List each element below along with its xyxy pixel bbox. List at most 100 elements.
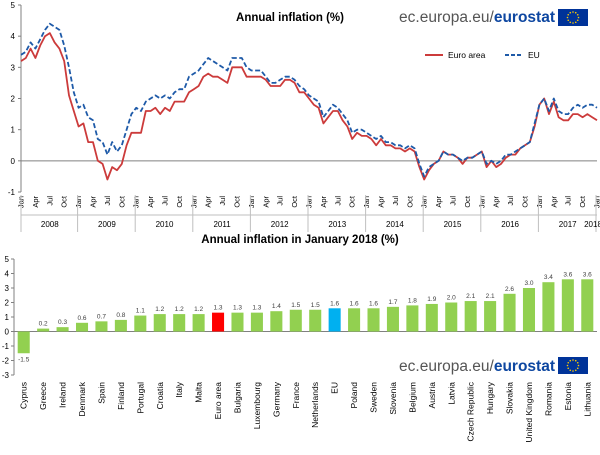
bar-category-label: Romania bbox=[543, 382, 553, 416]
bar-data-label: 3.0 bbox=[524, 280, 533, 287]
flag-star bbox=[575, 21, 577, 23]
bar-category-label: Croatia bbox=[155, 382, 165, 410]
line-chart-x-tick-label: Jan bbox=[74, 196, 83, 208]
bar-data-label: 1.3 bbox=[252, 305, 261, 312]
line-chart-x-tick-label: Apr bbox=[146, 195, 155, 207]
bar-luxembourg bbox=[251, 313, 263, 332]
line-chart-x-tick-label: Oct bbox=[578, 195, 587, 208]
bar-category-label: Germany bbox=[271, 381, 281, 417]
bar-category-label: Greece bbox=[38, 382, 48, 410]
bar-data-label: -1.5 bbox=[18, 356, 30, 363]
line-chart-x-tick-label: Oct bbox=[405, 195, 414, 208]
flag-star bbox=[572, 359, 574, 361]
bar-chart-y-tick-label: -2 bbox=[2, 357, 10, 366]
logo-url-prefix: ec.europa.eu/ bbox=[399, 9, 494, 26]
bar-finland bbox=[115, 320, 127, 332]
bar-germany bbox=[270, 311, 282, 331]
line-chart-title: Annual inflation (%) bbox=[236, 12, 344, 24]
line-chart-legend: Euro area EU bbox=[425, 50, 540, 60]
line-chart: Annual inflation (%) ec.europa.eu/eurost… bbox=[8, 1, 600, 232]
bar-data-label: 3.4 bbox=[544, 274, 553, 281]
bar-category-label: Finland bbox=[116, 382, 126, 410]
bar-data-label: 1.6 bbox=[369, 300, 378, 307]
flag-star bbox=[567, 19, 569, 21]
bar-croatia bbox=[154, 314, 166, 331]
bar-cyprus bbox=[18, 332, 30, 354]
line-chart-year-label: 2009 bbox=[98, 220, 116, 229]
bar-data-label: 1.2 bbox=[175, 306, 184, 313]
flag-star bbox=[567, 17, 569, 19]
line-chart-x-tick-label: Jul bbox=[333, 196, 342, 206]
line-chart-y-tick-label: 3 bbox=[11, 63, 16, 72]
bar-united-kingdom bbox=[523, 288, 535, 332]
line-chart-x-tick-label: Jan bbox=[305, 196, 314, 208]
line-chart-x-tick-label: Apr bbox=[31, 195, 40, 207]
bar-chart-y-tick-label: -1 bbox=[2, 342, 10, 351]
bar-data-label: 0.3 bbox=[58, 319, 67, 326]
flag-star bbox=[569, 12, 571, 14]
bar-category-label: Ireland bbox=[58, 382, 68, 408]
bar-slovenia bbox=[387, 307, 399, 332]
line-chart-year-label: 2008 bbox=[41, 220, 59, 229]
bar-spain bbox=[95, 321, 107, 331]
bar-data-label: 3.6 bbox=[563, 271, 572, 278]
flag-star bbox=[578, 365, 580, 367]
bar-malta bbox=[193, 314, 205, 331]
bar-italy bbox=[173, 314, 185, 331]
line-chart-y-tick-label: 4 bbox=[11, 32, 16, 41]
line-chart-x-tick-label: Apr bbox=[319, 195, 328, 207]
bar-category-label: Belgium bbox=[407, 382, 417, 413]
logo-brand-name: eurostat bbox=[494, 9, 555, 26]
eurostat-logo-top: ec.europa.eu/eurostat bbox=[399, 9, 588, 26]
bar-data-label: 2.1 bbox=[486, 293, 495, 300]
bar-chart-y-tick-label: 2 bbox=[5, 299, 10, 308]
flag-star bbox=[572, 11, 574, 13]
line-chart-x-tick-label: Apr bbox=[434, 195, 443, 207]
flag-star bbox=[567, 367, 569, 369]
flag-star bbox=[569, 21, 571, 23]
line-chart-x-tick-label: Apr bbox=[549, 195, 558, 207]
line-chart-x-tick-label: Jul bbox=[276, 196, 285, 206]
bar-category-label: Poland bbox=[349, 382, 359, 409]
line-chart-x-tick-label: Jul bbox=[218, 196, 227, 206]
bar-eu bbox=[329, 308, 341, 331]
bar-romania bbox=[542, 282, 554, 331]
bar-category-label: Denmark bbox=[77, 381, 87, 416]
line-chart-x-tick-label: Jul bbox=[564, 196, 573, 206]
flag-star bbox=[572, 370, 574, 372]
line-chart-x-tick-label: Apr bbox=[492, 195, 501, 207]
bar-data-label: 2.1 bbox=[466, 293, 475, 300]
line-chart-year-label: 2017 bbox=[559, 220, 577, 229]
bar-category-label: Netherlands bbox=[310, 382, 320, 428]
line-chart-x-tick-label: Jan bbox=[247, 196, 256, 208]
bar-category-label: Czech Republic bbox=[466, 381, 476, 441]
bar-slovakia bbox=[504, 294, 516, 332]
bar-category-label: Austria bbox=[427, 382, 437, 409]
line-chart-y-tick-label: 0 bbox=[11, 157, 16, 166]
bar-category-label: Cyprus bbox=[19, 382, 29, 409]
bar-estonia bbox=[562, 279, 574, 331]
legend-eu-label: EU bbox=[528, 50, 540, 60]
bar-category-label: Latvia bbox=[446, 382, 456, 405]
line-chart-y-tick-label: -1 bbox=[8, 188, 16, 197]
line-chart-x-tick-label: Oct bbox=[290, 195, 299, 208]
line-chart-x-tick-label: Jan bbox=[535, 196, 544, 208]
flag-star bbox=[578, 17, 580, 19]
bar-data-label: 0.7 bbox=[97, 313, 106, 320]
flag-star bbox=[577, 362, 579, 364]
bar-hungary bbox=[484, 301, 496, 331]
bar-data-label: 1.6 bbox=[350, 300, 359, 307]
bar-category-label: Euro area bbox=[213, 382, 223, 420]
line-chart-x-tick-label: Jul bbox=[161, 196, 170, 206]
flag-star bbox=[567, 362, 569, 364]
bar-belgium bbox=[406, 305, 418, 331]
eurostat-logo-bottom: ec.europa.eu/eurostat bbox=[399, 357, 588, 375]
line-chart-year-label: 2011 bbox=[213, 220, 231, 229]
bar-data-label: 1.1 bbox=[136, 308, 145, 315]
bar-category-label: Italy bbox=[174, 381, 184, 397]
line-chart-x-tick-label: Jul bbox=[449, 196, 458, 206]
svg-text:ec.europa.eu/eurostat: ec.europa.eu/eurostat bbox=[399, 9, 555, 26]
